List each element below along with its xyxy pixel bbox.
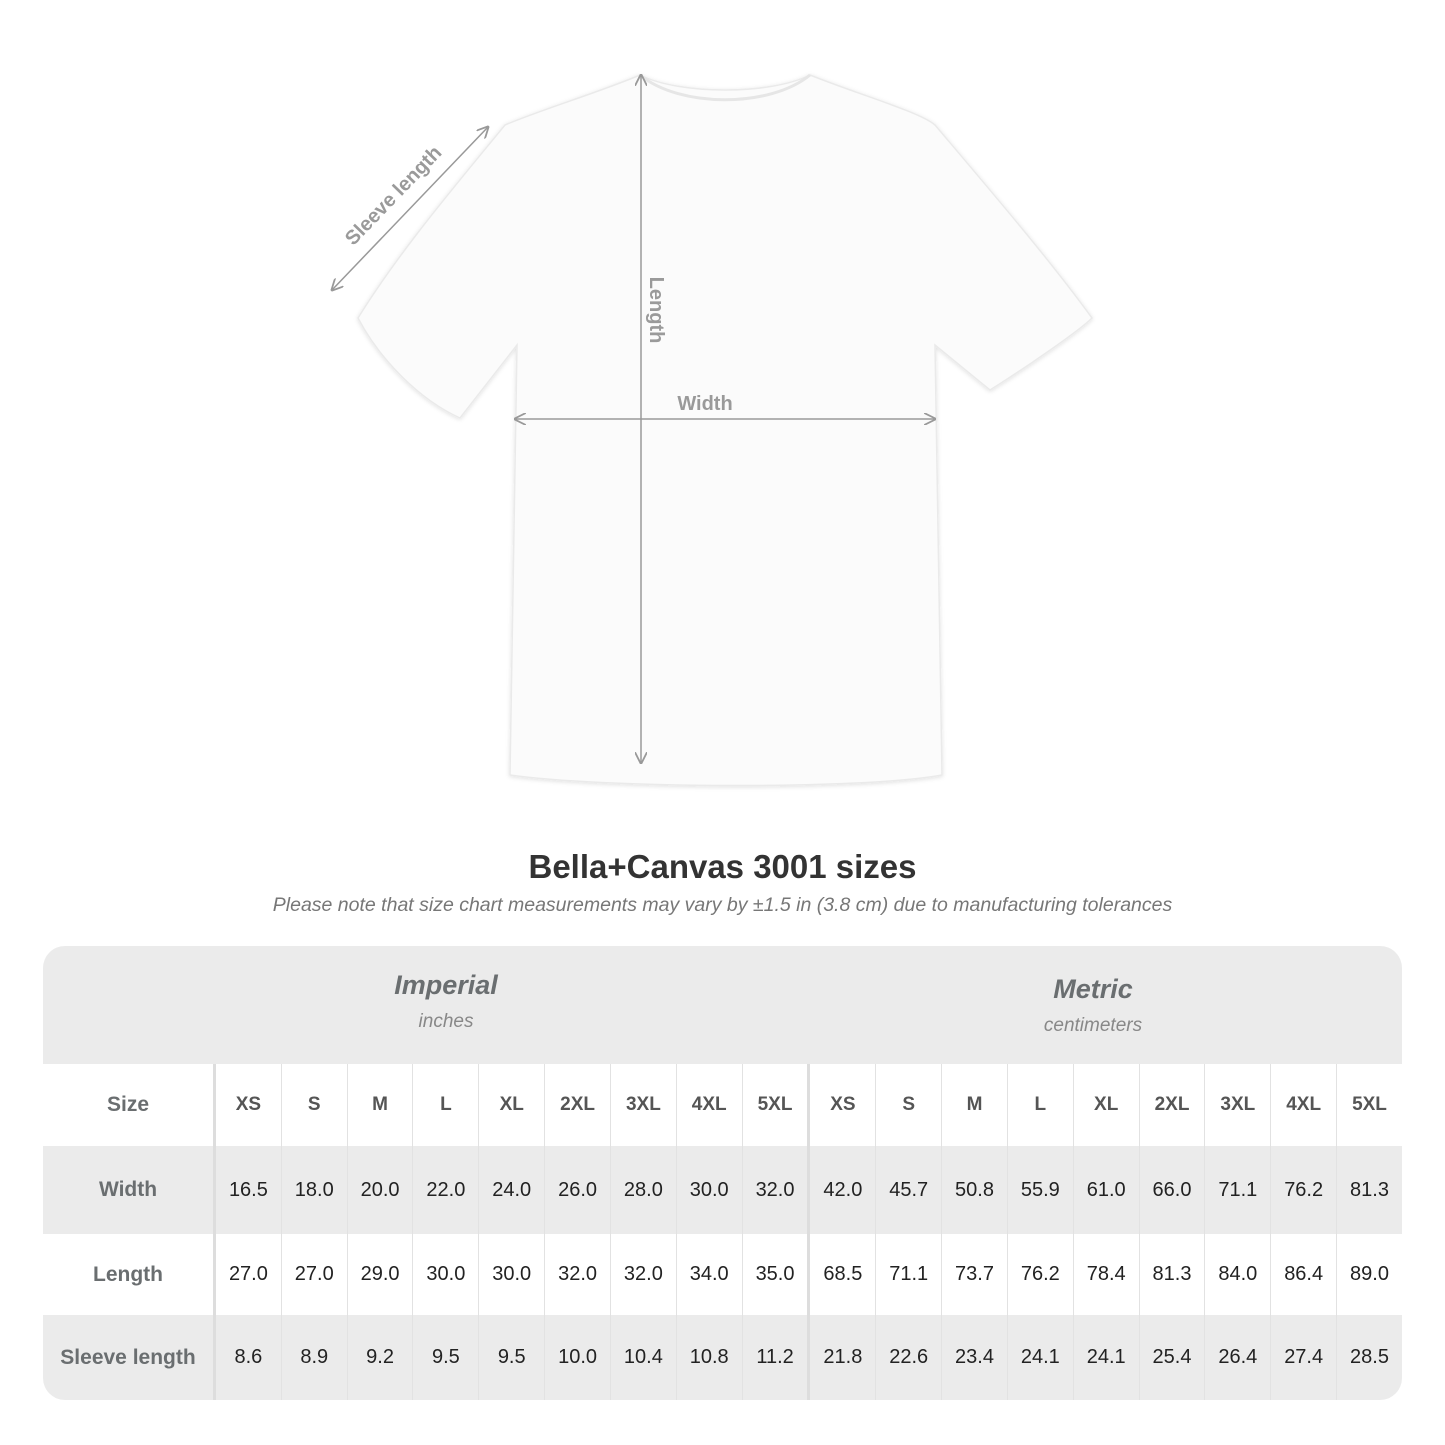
- imperial-cell: 10.4: [611, 1315, 677, 1400]
- metric-cell: 27.4: [1271, 1315, 1338, 1400]
- metric-cell: 25.4: [1140, 1315, 1206, 1400]
- imperial-unit: inches: [418, 1011, 474, 1032]
- imperial-cell: 28.0: [611, 1146, 677, 1234]
- metric-cell: 24.1: [1008, 1315, 1074, 1400]
- table-row: Width 16.5 18.0 20.0 22.0 24.0 26.0 28.0 30.0 32.…: [43, 1146, 1402, 1234]
- size-header-cell: L: [413, 1064, 480, 1146]
- tshirt-shape: [357, 74, 1093, 787]
- imperial-header: Imperial inches: [216, 970, 676, 1033]
- imperial-cell: 27.0: [216, 1234, 282, 1315]
- metric-cell: 50.8: [942, 1146, 1008, 1234]
- metric-cell: 86.4: [1271, 1234, 1338, 1315]
- size-header-cell: 5XL: [1352, 1094, 1387, 1115]
- imperial-cell: 18.0: [282, 1146, 348, 1234]
- size-header-cell: L: [1008, 1064, 1074, 1146]
- metric-cell: 71.1: [876, 1234, 943, 1315]
- imperial-cell: 9.5: [413, 1315, 480, 1400]
- size-header-cell: XS: [810, 1064, 877, 1146]
- metric-cell: 71.1: [1205, 1146, 1272, 1234]
- imperial-cell: 9.2: [348, 1315, 414, 1400]
- page-title: Bella+Canvas 3001 sizes: [528, 848, 917, 885]
- size-row: Size XS S M L XL 2XL 3XL 4XL 5XL XS S M L XL 2XL 3XL 4XL 5…: [43, 1064, 1402, 1146]
- metric-cell: 22.6: [876, 1315, 943, 1400]
- metric-cell: 23.4: [942, 1315, 1008, 1400]
- size-header-cell: 5XL: [743, 1064, 811, 1146]
- imperial-cell: 20.0: [348, 1146, 414, 1234]
- imperial-cell: 34.0: [677, 1234, 743, 1315]
- imperial-cell: 35.0: [743, 1234, 811, 1315]
- imperial-cell: 8.9: [282, 1315, 348, 1400]
- sleeve-arrow: [332, 127, 488, 290]
- row-label: Width: [43, 1146, 216, 1234]
- imperial-cell: 8.6: [216, 1315, 282, 1400]
- table-row: Sleeve length 8.6 8.9 9.2 9.5 9.5 10.0 10.4 10.8…: [43, 1315, 1402, 1400]
- imperial-cell: 22.0: [413, 1146, 480, 1234]
- metric-cell: 81.3: [1140, 1234, 1206, 1315]
- metric-cell: 26.4: [1205, 1315, 1272, 1400]
- size-header-cell: S: [876, 1064, 943, 1146]
- imperial-cell: 16.5: [216, 1146, 282, 1234]
- metric-cell: 84.0: [1205, 1234, 1272, 1315]
- metric-cell: 73.7: [942, 1234, 1008, 1315]
- size-header-cell: XL: [1074, 1064, 1140, 1146]
- metric-cell: 66.0: [1140, 1146, 1206, 1234]
- metric-cell: 76.2: [1008, 1234, 1074, 1315]
- metric-title: Metric: [1053, 974, 1133, 1004]
- metric-cell: 42.0: [810, 1146, 877, 1234]
- size-header-cell: 4XL: [1271, 1064, 1338, 1146]
- metric-cell: 55.9: [1008, 1146, 1074, 1234]
- imperial-cell: 29.0: [348, 1234, 414, 1315]
- metric-cell: 28.5: [1350, 1346, 1389, 1368]
- imperial-cell: 11.2: [743, 1315, 811, 1400]
- size-header-cell: 3XL: [611, 1064, 677, 1146]
- imperial-cell: 32.0: [545, 1234, 611, 1315]
- imperial-cell: 9.5: [479, 1315, 546, 1400]
- tolerance-note: Please note that size chart measurements…: [272, 894, 1173, 916]
- imperial-cell: 30.0: [677, 1146, 743, 1234]
- metric-cell: 61.0: [1074, 1146, 1140, 1234]
- metric-cell: 21.8: [810, 1315, 877, 1400]
- size-header-cell: M: [942, 1064, 1008, 1146]
- size-table: Imperial inches Metric centimeters Size X…: [43, 946, 1402, 1400]
- tshirt-diagram: Sleeve length Length Width: [0, 0, 1093, 787]
- size-header-cell: S: [282, 1064, 348, 1146]
- size-header-cell: XL: [479, 1064, 546, 1146]
- imperial-title: Imperial: [394, 970, 498, 1000]
- imperial-cell: 32.0: [743, 1146, 811, 1234]
- metric-cell: 24.1: [1074, 1315, 1140, 1400]
- width-label: Width: [677, 393, 732, 415]
- metric-cell: 81.3: [1350, 1178, 1389, 1201]
- imperial-cell: 10.8: [677, 1315, 743, 1400]
- metric-cell: 89.0: [1350, 1263, 1389, 1285]
- metric-header: Metric centimeters: [863, 974, 1323, 1037]
- metric-unit: centimeters: [1043, 1015, 1143, 1036]
- imperial-cell: 24.0: [479, 1146, 546, 1234]
- row-label: Size: [43, 1064, 216, 1146]
- row-label: Sleeve length: [43, 1315, 216, 1400]
- table-header: Imperial inches Metric centimeters: [43, 946, 1402, 1064]
- metric-cell: 45.7: [876, 1146, 943, 1234]
- metric-cell: 78.4: [1074, 1234, 1140, 1315]
- size-header-cell: 2XL: [1140, 1064, 1206, 1146]
- imperial-cell: 27.0: [282, 1234, 348, 1315]
- imperial-cell: 10.0: [545, 1315, 611, 1400]
- size-header-cell: 4XL: [677, 1064, 743, 1146]
- imperial-cell: 32.0: [611, 1234, 677, 1315]
- imperial-cell: 30.0: [413, 1234, 480, 1315]
- metric-cell: 76.2: [1271, 1146, 1338, 1234]
- imperial-cell: 26.0: [545, 1146, 611, 1234]
- metric-cell: 68.5: [810, 1234, 877, 1315]
- size-header-cell: 2XL: [545, 1064, 611, 1146]
- length-label: Length: [645, 277, 667, 344]
- row-label: Length: [43, 1234, 216, 1315]
- imperial-cell: 30.0: [479, 1234, 546, 1315]
- size-header-cell: 3XL: [1205, 1064, 1272, 1146]
- size-header-cell: XS: [216, 1064, 282, 1146]
- size-header-cell: M: [348, 1064, 414, 1146]
- table-row: Length 27.0 27.0 29.0 30.0 30.0 32.0 32.0 34.0 35…: [43, 1234, 1402, 1315]
